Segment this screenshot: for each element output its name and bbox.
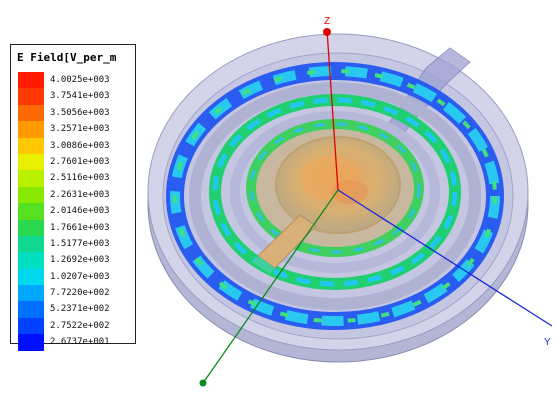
legend-value: 3.5056e+003 bbox=[50, 107, 110, 118]
legend-swatch bbox=[18, 285, 44, 302]
legend-value: 5.2371e+002 bbox=[50, 304, 110, 315]
legend-value: 2.7522e+002 bbox=[50, 320, 110, 331]
middle-ring-trace bbox=[209, 94, 461, 290]
legend-entry: 1.7661e+003 bbox=[18, 219, 132, 236]
legend-swatch bbox=[18, 153, 44, 171]
legend-entry: 3.5056e+003 bbox=[18, 104, 132, 122]
legend-title: E Field[V_per_m bbox=[17, 51, 117, 64]
legend-rows: 4.0025e+003 3.7541e+003 3.5056e+003 3.2571e… bbox=[18, 72, 132, 351]
z-axis bbox=[323, 28, 339, 191]
y-axis bbox=[337, 189, 553, 327]
legend-entry: 2.0146e+003 bbox=[18, 203, 132, 220]
legend-swatch bbox=[18, 186, 44, 204]
legend-entry: 2.6737e+001 bbox=[18, 334, 132, 351]
legend-swatch bbox=[18, 88, 44, 105]
legend-swatch bbox=[18, 301, 44, 318]
legend-value: 2.6737e+001 bbox=[50, 337, 110, 348]
legend-swatch bbox=[18, 104, 44, 122]
legend-swatch bbox=[18, 72, 44, 89]
outer-ring-trace bbox=[166, 62, 504, 330]
x-axis bbox=[199, 189, 339, 387]
legend-entry: 2.5116e+003 bbox=[18, 170, 132, 187]
legend-value: 2.0146e+003 bbox=[50, 206, 110, 217]
legend-value: 3.7541e+003 bbox=[50, 91, 110, 102]
legend-value: 3.2571e+003 bbox=[50, 124, 110, 135]
legend-entry: 3.7541e+003 bbox=[18, 88, 132, 105]
legend-swatch bbox=[18, 137, 44, 154]
legend-entry: 3.2571e+003 bbox=[18, 121, 132, 138]
legend-entry: 2.7522e+002 bbox=[18, 317, 132, 335]
legend-entry: 4.0025e+003 bbox=[18, 72, 132, 89]
y-axis-label: Y bbox=[544, 337, 551, 348]
legend-swatch bbox=[18, 268, 44, 286]
legend-swatch bbox=[18, 203, 44, 220]
legend-swatch bbox=[18, 334, 44, 351]
legend-swatch bbox=[18, 235, 44, 253]
legend-value: 1.0207e+003 bbox=[50, 271, 110, 282]
gap-ring-2 bbox=[230, 111, 440, 273]
legend-value: 1.5177e+003 bbox=[50, 238, 110, 249]
legend-entry: 3.0086e+003 bbox=[18, 137, 132, 154]
legend-entry: 1.5177e+003 bbox=[18, 235, 132, 253]
legend-entry: 1.2692e+003 bbox=[18, 252, 132, 269]
legend-swatch bbox=[18, 170, 44, 187]
legend-swatch bbox=[18, 252, 44, 269]
legend-entry: 1.0207e+003 bbox=[18, 268, 132, 286]
legend-value: 1.2692e+003 bbox=[50, 255, 110, 266]
z-axis-label: Z bbox=[324, 16, 330, 27]
legend-value: 3.0086e+003 bbox=[50, 140, 110, 151]
legend-swatch bbox=[18, 219, 44, 236]
legend-entry: 2.7601e+003 bbox=[18, 153, 132, 171]
legend-value: 7.7220e+002 bbox=[50, 288, 110, 299]
legend-swatch bbox=[18, 121, 44, 138]
feed-arm bbox=[252, 214, 317, 274]
legend-value: 2.7601e+003 bbox=[50, 156, 110, 167]
legend-swatch bbox=[18, 317, 44, 335]
legend-value: 2.5116e+003 bbox=[50, 173, 110, 184]
legend-value: 2.2631e+003 bbox=[50, 189, 110, 200]
gap-ring-1 bbox=[189, 82, 481, 310]
legend-entry: 7.7220e+002 bbox=[18, 285, 132, 302]
legend-entry: 5.2371e+002 bbox=[18, 301, 132, 318]
legend-value: 4.0025e+003 bbox=[50, 75, 110, 85]
legend-entry: 2.2631e+003 bbox=[18, 186, 132, 204]
color-legend: E Field[V_per_m 4.0025e+003 3.7541e+003 3.… bbox=[10, 44, 136, 351]
legend-value: 1.7661e+003 bbox=[50, 222, 110, 233]
